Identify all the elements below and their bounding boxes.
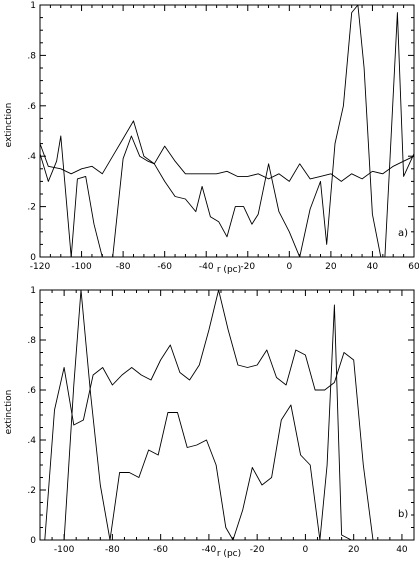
chart-panel-a: -120 -100 -80 -60 -40 -20 0 20 40 60 0 .2 .4 .6 .8 1 r (… xyxy=(4,1,419,275)
x-tick-label: -60 xyxy=(157,262,172,272)
series-line-1 xyxy=(44,290,383,540)
y-tick-label: .8 xyxy=(27,336,36,346)
x-tick-label: 40 xyxy=(396,545,408,555)
x-tick-label: -40 xyxy=(202,545,217,555)
y-tick-label: .2 xyxy=(27,203,36,213)
y-tick-label: 0 xyxy=(30,536,36,546)
x-tick-label: -80 xyxy=(105,545,120,555)
y-tick-label: 1 xyxy=(30,1,36,11)
y-tick-label: .6 xyxy=(27,102,36,112)
x-tick-label: -20 xyxy=(250,545,265,555)
x-tick-label: -60 xyxy=(153,545,168,555)
x-tick-label: -80 xyxy=(116,262,131,272)
y-tick-label: .2 xyxy=(27,486,36,496)
series-line-2 xyxy=(40,5,414,257)
y-axis-label: extinction xyxy=(4,103,14,148)
plot-frame xyxy=(39,289,415,541)
x-tick-label: -100 xyxy=(71,262,92,272)
y-tick-label: .8 xyxy=(27,51,36,61)
y-tick-label: .4 xyxy=(27,436,36,446)
x-tick-label: -40 xyxy=(199,262,214,272)
x-tick-label: 20 xyxy=(325,262,337,272)
x-tick-label: 20 xyxy=(348,545,360,555)
series-line-2 xyxy=(63,290,361,540)
plot-frame xyxy=(39,4,415,258)
x-axis-label: r (pc) xyxy=(217,549,241,559)
chart-panel-b: -100 -80 -60 -40 -20 0 20 40 0 .2 .4 .6 .8 1 r (pc) ext… xyxy=(4,286,415,559)
panel-label: a) xyxy=(398,228,408,239)
x-tick-label: 40 xyxy=(367,262,379,272)
panel-label: b) xyxy=(398,509,408,520)
x-tick-label: 60 xyxy=(408,262,419,272)
x-tick-label: -20 xyxy=(240,262,255,272)
y-tick-label: .4 xyxy=(27,152,36,162)
y-tick-label: 1 xyxy=(30,286,36,296)
y-tick-label: 0 xyxy=(30,253,36,263)
x-tick-label: -120 xyxy=(30,262,51,272)
y-axis-label: extinction xyxy=(4,390,14,435)
x-tick-label: -100 xyxy=(54,545,75,555)
series-line-1 xyxy=(40,120,414,182)
x-tick-label: 0 xyxy=(303,545,309,555)
x-axis-label: r (pc) xyxy=(217,265,241,275)
x-tick-label: 0 xyxy=(286,262,292,272)
y-tick-label: .6 xyxy=(27,386,36,396)
